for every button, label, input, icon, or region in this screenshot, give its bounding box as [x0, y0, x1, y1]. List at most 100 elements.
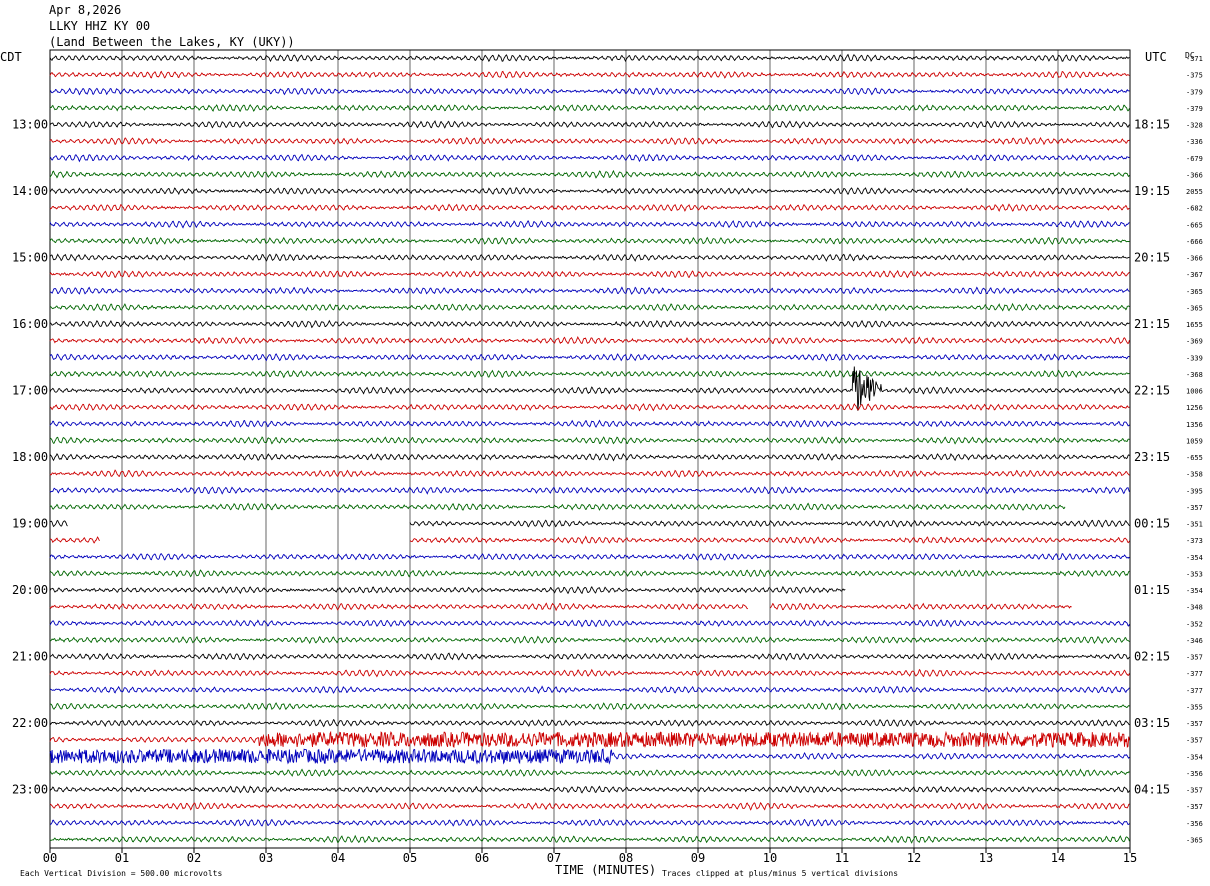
- seismogram-trace: [49, 785, 1130, 794]
- seismogram-trace: [49, 536, 100, 544]
- left-time-label: 19:00: [12, 517, 48, 531]
- seismogram-trace: [49, 53, 1130, 63]
- seismogram-trace: [49, 619, 1130, 628]
- seismogram-trace: [49, 685, 1130, 694]
- dc-offset-label: -351: [1186, 521, 1203, 529]
- seismogram-trace: [49, 353, 1130, 362]
- seismogram-trace: [49, 269, 1130, 279]
- seismogram-trace: [49, 136, 1130, 146]
- dc-offset-label: -354: [1186, 554, 1203, 562]
- seismogram-trace: [49, 730, 1130, 749]
- dc-offset-label: 1356: [1186, 421, 1203, 429]
- x-tick-label: 08: [619, 851, 633, 865]
- left-time-label: 16:00: [12, 317, 48, 331]
- x-tick-label: 04: [331, 851, 345, 865]
- right-time-label: 04:15: [1134, 783, 1170, 797]
- right-time-label: 22:15: [1134, 384, 1170, 398]
- dc-offset-label: -366: [1186, 255, 1203, 263]
- seismogram-trace: [410, 535, 1130, 545]
- left-time-label: 21:00: [12, 650, 48, 664]
- dc-offset-label: -339: [1186, 354, 1203, 362]
- seismogram-trace: [49, 220, 1130, 229]
- seismogram-trace: [49, 668, 1130, 678]
- seismogram-trace: [49, 834, 1130, 844]
- left-time-label: 22:00: [12, 716, 48, 730]
- seismogram-trace: [50, 635, 1130, 645]
- dc-offset-label: -379: [1186, 88, 1203, 96]
- dc-offset-label: -356: [1186, 820, 1203, 828]
- header-location: (Land Between the Lakes, KY (UKY)): [49, 35, 295, 49]
- dc-offset-label: -346: [1186, 637, 1203, 645]
- dc-offset-label: -377: [1186, 687, 1203, 695]
- seismogram-trace: [49, 453, 1130, 462]
- dc-offset-label: -357: [1186, 720, 1203, 728]
- seismogram-trace: [49, 302, 1130, 312]
- seismogram-trace: [49, 436, 1130, 445]
- dc-label: DC: [1185, 51, 1195, 60]
- x-tick-label: 13: [979, 851, 993, 865]
- seismogram-trace: [49, 419, 1130, 428]
- seismogram-trace: [49, 486, 1130, 495]
- right-time-label: 18:15: [1134, 118, 1170, 132]
- dc-offset-label: -377: [1186, 670, 1203, 678]
- footer-clip-note: Traces clipped at plus/minus 5 vertical …: [662, 869, 898, 878]
- dc-offset-label: -655: [1186, 454, 1203, 462]
- dc-offset-label: -357: [1186, 504, 1203, 512]
- seismogram-trace: [50, 253, 1130, 262]
- x-tick-label: 11: [835, 851, 849, 865]
- dc-offset-label: -357: [1186, 803, 1203, 811]
- x-tick-label: 07: [547, 851, 561, 865]
- grid-layer: [49, 49, 1131, 853]
- left-time-label: 20:00: [12, 583, 48, 597]
- left-time-label: 23:00: [12, 783, 48, 797]
- x-tick-label: 05: [403, 851, 417, 865]
- seismogram-trace: [49, 286, 1130, 295]
- seismogram-trace: [49, 602, 748, 612]
- x-tick-label: 10: [763, 851, 777, 865]
- seismogram-trace: [49, 203, 1130, 212]
- seismogram-trace: [49, 153, 1130, 163]
- seismogram-trace: [50, 319, 1130, 329]
- dc-offset-label: 1059: [1186, 437, 1203, 445]
- left-timezone-label: CDT: [0, 50, 22, 64]
- x-tick-label: 00: [43, 851, 57, 865]
- seismogram-trace: [49, 469, 1130, 478]
- traces-layer: [49, 53, 1130, 844]
- dc-offset-label: -358: [1186, 471, 1203, 479]
- x-tick-label: 03: [259, 851, 273, 865]
- right-time-label: 03:15: [1134, 716, 1170, 730]
- dc-offset-label: -371: [1186, 55, 1203, 63]
- x-axis-title: TIME (MINUTES): [555, 863, 656, 877]
- dc-offset-label: -357: [1186, 787, 1203, 795]
- x-tick-label: 09: [691, 851, 705, 865]
- dc-offset-label: -375: [1186, 72, 1203, 80]
- header-station: LLKY HHZ KY 00: [49, 19, 151, 33]
- seismogram-trace: [49, 718, 1130, 728]
- plot-frame: [49, 49, 1131, 849]
- labels-layer: 00 01 02 03 04 05 06 07 08 09 10 11 12 13 14 15 13:00 14:…: [12, 55, 1203, 865]
- seismogram-trace: [49, 702, 1130, 711]
- x-tick-label: 14: [1051, 851, 1065, 865]
- header-date: Apr 8,2026: [49, 3, 122, 17]
- seismogram-trace: [49, 335, 1130, 345]
- left-time-label: 18:00: [12, 450, 48, 464]
- seismogram-trace: [49, 553, 1130, 561]
- right-time-label: 19:15: [1134, 184, 1170, 198]
- seismogram-trace: [49, 502, 1066, 511]
- dc-offset-label: -353: [1186, 570, 1203, 578]
- left-time-label: 15:00: [12, 251, 48, 265]
- seismogram-trace: [769, 602, 1072, 611]
- dc-offset-label: -679: [1186, 155, 1203, 163]
- dc-offset-label: -328: [1186, 122, 1203, 130]
- dc-offset-label: 1256: [1186, 404, 1203, 412]
- dc-offset-label: -348: [1186, 604, 1203, 612]
- right-time-label: 21:15: [1134, 317, 1170, 331]
- right-timezone-label: UTC: [1145, 50, 1167, 64]
- x-tick-label: 06: [475, 851, 489, 865]
- right-time-label: 23:15: [1134, 450, 1170, 464]
- seismogram-trace: [49, 366, 1130, 411]
- x-tick-label: 12: [907, 851, 921, 865]
- dc-offset-label: -352: [1186, 620, 1203, 628]
- right-time-label: 00:15: [1134, 517, 1170, 531]
